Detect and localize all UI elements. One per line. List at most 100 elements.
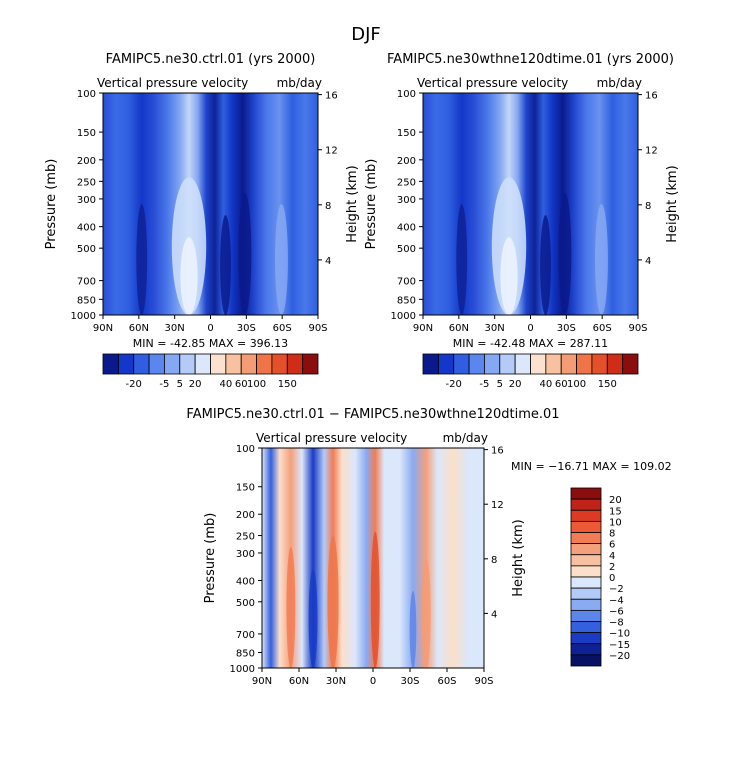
colorbar-label: 100 xyxy=(247,379,266,390)
y2-axis-label: Height (km) xyxy=(511,519,526,596)
panel-units: mb/day xyxy=(443,431,488,445)
colorbar-box xyxy=(194,353,211,375)
x-tick-label: 60N xyxy=(129,323,149,334)
field-feature xyxy=(327,536,339,668)
field-feature xyxy=(540,215,551,315)
x-tick-label: 30S xyxy=(557,323,576,334)
y2-tick-label: 4 xyxy=(645,256,651,267)
x-tick-label: 30S xyxy=(237,323,256,334)
colorbar-box xyxy=(570,565,602,578)
y2-tick-label: 4 xyxy=(491,609,497,620)
colorbar-box xyxy=(570,609,602,622)
colorbar-box xyxy=(570,598,602,611)
colorbar-box xyxy=(545,353,562,375)
y-tick-label: 300 xyxy=(236,549,255,560)
y-axis-label: Pressure (mb) xyxy=(364,159,379,250)
colorbar-box xyxy=(102,353,119,375)
field-feature xyxy=(370,531,380,668)
colorbar-label: 10 xyxy=(609,517,622,528)
colorbar-label: −4 xyxy=(609,595,624,606)
colorbar-box xyxy=(530,353,547,375)
colorbar-box xyxy=(570,654,602,667)
panel-subtitle-left: Vertical pressure velocity xyxy=(417,76,568,90)
y2-tick-label: 8 xyxy=(325,201,331,212)
colorbar-label: 150 xyxy=(278,379,297,390)
y-tick-label: 1000 xyxy=(391,311,416,322)
colorbar-box xyxy=(560,353,577,375)
y2-axis-label: Height (km) xyxy=(665,165,680,242)
colorbar-label: 60 xyxy=(235,379,248,390)
panel-title: FAMIPC5.ne30wthne120dtime.01 (yrs 2000) xyxy=(387,52,674,67)
colorbar-box xyxy=(437,353,455,375)
colorbar-label: -5 xyxy=(479,379,489,390)
colorbar-box xyxy=(570,543,602,556)
y2-tick-label: 12 xyxy=(491,500,504,511)
x-tick-label: 60S xyxy=(437,676,456,687)
y-axis-label: Pressure (mb) xyxy=(44,159,59,250)
colorbar-box xyxy=(570,587,602,600)
x-tick-label: 0 xyxy=(207,323,213,334)
colorbar-box xyxy=(606,353,624,375)
min-max-label: MIN = -42.85 MAX = 396.13 xyxy=(133,337,288,350)
colorbar-box xyxy=(570,576,602,589)
y2-tick-label: 4 xyxy=(325,256,331,267)
y-tick-label: 400 xyxy=(397,223,416,234)
y-tick-label: 400 xyxy=(77,223,96,234)
y-tick-label: 100 xyxy=(77,89,96,100)
colorbar-box xyxy=(179,353,196,375)
field-feature xyxy=(409,591,417,668)
y-tick-label: 100 xyxy=(236,444,255,455)
field-feature xyxy=(286,547,296,668)
x-tick-label: 90N xyxy=(252,676,272,687)
chart-panel-1: FAMIPC5.ne30.ctrl.01 (yrs 2000) Vertical … xyxy=(44,52,360,390)
colorbar-label: 20 xyxy=(189,379,202,390)
field-feature xyxy=(180,237,198,315)
y-tick-label: 1000 xyxy=(71,311,96,322)
colorbar-box xyxy=(256,353,273,375)
colorbar-label: 5 xyxy=(497,379,503,390)
colorbar-label: 2 xyxy=(609,562,615,573)
colorbar-label: 4 xyxy=(609,551,615,562)
x-tick-label: 90N xyxy=(93,323,113,334)
y2-tick-label: 12 xyxy=(325,146,338,157)
x-tick-label: 60S xyxy=(593,323,612,334)
colorbar-box xyxy=(133,353,150,375)
y-tick-label: 200 xyxy=(236,510,255,521)
y2-tick-label: 8 xyxy=(645,201,651,212)
y-tick-label: 500 xyxy=(397,244,416,255)
colorbar-box xyxy=(422,353,439,375)
colorbar-label: −10 xyxy=(609,629,630,640)
colorbar-label: −20 xyxy=(609,651,630,662)
colorbar-label: 8 xyxy=(609,529,615,540)
y2-tick-label: 16 xyxy=(491,446,504,457)
x-tick-label: 0 xyxy=(527,323,533,334)
colorbar-label: -20 xyxy=(446,379,462,390)
y-tick-label: 150 xyxy=(236,483,255,494)
chart-panel-3: FAMIPC5.ne30.ctrl.01 − FAMIPC5.ne30wthne… xyxy=(186,407,671,687)
x-tick-label: 90S xyxy=(474,676,493,687)
x-tick-label: 90S xyxy=(308,323,327,334)
colorbar-box xyxy=(591,353,608,375)
colorbar-label: 20 xyxy=(609,495,622,506)
y-tick-label: 400 xyxy=(236,576,255,587)
colorbar-box xyxy=(302,353,319,375)
x-tick-label: 90S xyxy=(628,323,647,334)
x-tick-label: 60N xyxy=(449,323,469,334)
field-feature xyxy=(421,558,431,668)
colorbar-label: 6 xyxy=(609,540,615,551)
colorbar-box xyxy=(570,509,602,522)
colorbar-label: 40 xyxy=(539,379,552,390)
field-feature xyxy=(275,204,288,315)
chart-panel-2: FAMIPC5.ne30wthne120dtime.01 (yrs 2000) V… xyxy=(364,52,680,390)
x-tick-label: 0 xyxy=(370,676,376,687)
colorbar-box xyxy=(499,353,516,375)
colorbar-box xyxy=(148,353,165,375)
colorbar-box xyxy=(570,621,602,634)
panel-units: mb/day xyxy=(597,76,642,90)
colorbar-label: 5 xyxy=(177,379,183,390)
colorbar-box xyxy=(570,554,602,567)
colorbar-box xyxy=(570,487,602,500)
colorbar-box xyxy=(271,353,288,375)
field-feature xyxy=(220,215,231,315)
